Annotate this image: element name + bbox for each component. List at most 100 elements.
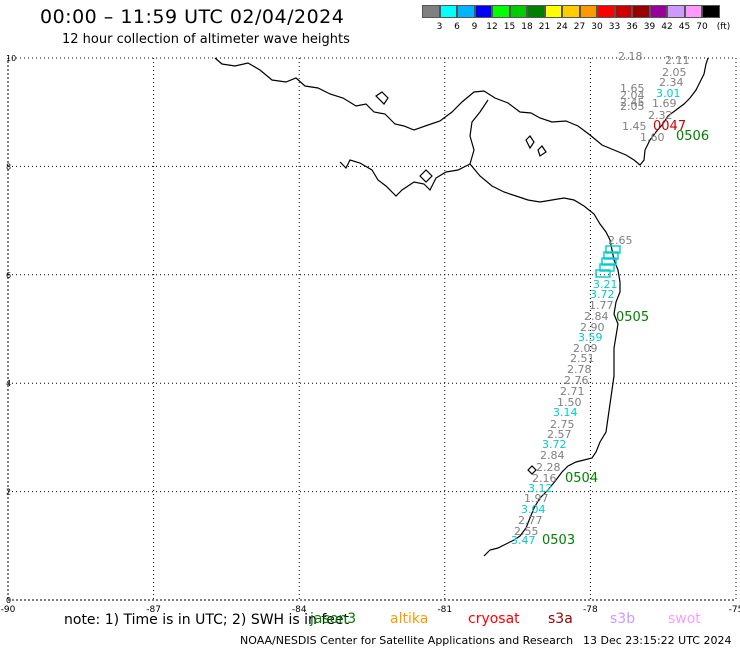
swh-value-label: 3.72 (590, 288, 615, 301)
lon-tick-label: -87 (146, 605, 161, 615)
footer-note: note: 1) Time is in UTC; 2) SWH is in fe… (64, 612, 350, 628)
colorbar-swatch (684, 5, 702, 18)
colorbar-swatch (544, 5, 562, 18)
colorbar-swatch (597, 5, 615, 18)
swh-value-label: 2.77 (518, 514, 543, 527)
swh-value-label: 1.97 (524, 492, 549, 505)
swh-value-label: 2.16 (532, 472, 557, 485)
pass-time-label: 0505 (616, 310, 649, 325)
swh-value-label: 3.21 (593, 278, 618, 291)
lon-tick-label: -90 (1, 605, 16, 615)
swh-value-label: 1.60 (640, 131, 665, 144)
graticule: -90 -87 -84 -81 -78 -75 10 8 6 4 2 0 (1, 54, 740, 615)
swh-value-label: 3.59 (578, 331, 603, 344)
swh-value-label: 2.65 (608, 234, 633, 247)
swh-value-label: 2.51 (570, 352, 595, 365)
lat-tick-label: 10 (6, 54, 16, 63)
colorbar-label: 30 (591, 22, 603, 32)
colorbar-label: 42 (661, 22, 673, 32)
swh-value-label: 2.28 (536, 461, 561, 474)
colorbar-label: 6 (454, 22, 460, 32)
swh-value-label: 3.47 (511, 534, 536, 547)
swh-cluster-mark (605, 245, 621, 254)
satellite-swot: swot (668, 611, 701, 627)
swh-value-label: 1.65 (620, 82, 645, 95)
swh-value-label: 2.05 (662, 66, 687, 79)
colorbar-swatch (667, 5, 685, 18)
swh-value-label: 1.50 (557, 396, 582, 409)
colorbar-label: 3 (436, 22, 443, 32)
colorbar-swatch (422, 5, 440, 18)
colorbar-label: 33 (608, 22, 621, 32)
lat-tick-label: 2 (6, 488, 11, 497)
lon-tick-label: -81 (437, 605, 452, 615)
colorbar-swatch (562, 5, 580, 18)
swh-value-label: 2.90 (580, 321, 605, 334)
lon-tick-label: -78 (583, 605, 598, 615)
swh-value-label: 3.01 (656, 87, 681, 100)
island-gorgona (527, 465, 537, 475)
swh-value-label: 2.71 (560, 385, 585, 398)
swh-value-label: 3.14 (553, 406, 578, 419)
swh-value-label: 3.04 (521, 503, 546, 516)
swh-cluster-mark (599, 263, 615, 272)
swh-value-label: 2.05 (620, 100, 645, 113)
swh-value-label: 2.75 (550, 418, 575, 431)
pass-time-label: 0504 (565, 471, 598, 486)
colorbar-swatch (649, 5, 667, 18)
swh-value-label: 2.76 (564, 374, 589, 387)
colorbar-swatch (632, 5, 650, 18)
coastline (214, 57, 709, 557)
pass-time-label: 0503 (542, 533, 575, 548)
swh-value-label: 2.84 (540, 449, 565, 462)
lat-tick-label: 4 (6, 379, 11, 388)
colorbar-label: 12 (486, 22, 498, 32)
satellite-s3b: s3b (610, 611, 636, 627)
swh-cluster-mark (595, 269, 611, 278)
swh-value-label: 3.12 (528, 482, 553, 495)
map-subtitle: 12 hour collection of altimeter wave hei… (62, 32, 350, 47)
colorbar-swatch (457, 5, 475, 18)
coastline-north (214, 57, 709, 166)
lat-tick-label: 0 (6, 596, 11, 605)
colorbar-label: 39 (643, 22, 656, 32)
swh-value-label: 3.72 (542, 438, 567, 451)
colorbar-swatch (579, 5, 597, 18)
swh-value-label: 2.09 (573, 342, 598, 355)
coastline-gulf-of-panama (339, 99, 489, 197)
colorbar-label: 24 (556, 22, 568, 32)
colorbar-label: 9 (471, 22, 478, 32)
coastline-colombia (469, 163, 621, 557)
colorbar-swatch (509, 5, 527, 18)
colorbar-unit: (ft) (716, 22, 731, 32)
swh-value-label: 2.11 (665, 54, 690, 67)
swh-value-label: 2.84 (584, 310, 609, 323)
colorbar-label: 36 (626, 22, 638, 32)
colorbar-label: 70 (696, 22, 708, 32)
colorbar-label: 27 (573, 22, 586, 32)
colorbar-label: 45 (678, 22, 691, 32)
swh-value-label: 2.57 (547, 428, 572, 441)
credit-line: NOAA/NESDIS Center for Satellite Applica… (240, 634, 574, 647)
satellite-cryosat: cryosat (468, 611, 520, 627)
colorbar-swatch (474, 5, 492, 18)
swh-cluster-mark (601, 257, 617, 266)
pass-time-label: 0506 (676, 129, 709, 144)
swh-value-label: 2.45 (620, 96, 645, 109)
colorbar-swatch (702, 5, 720, 18)
islands-pearl (525, 135, 547, 157)
swh-value-label: 2.55 (514, 525, 539, 538)
lon-tick-label: -84 (292, 605, 307, 615)
generated-time: 13 Dec 23:15:22 UTC 2024 (583, 634, 732, 647)
swh-value-label: 1.77 (589, 299, 614, 312)
satellite-s3a: s3a (548, 611, 573, 627)
satellite-jason3: jason3 (310, 611, 357, 627)
swh-observations: 2.18 2.112.052.341.652.042.453.012.05 1.69… (511, 50, 690, 547)
pass-time-label: 0047 (653, 119, 686, 134)
swh-value-label: 1.45 (622, 120, 647, 133)
swh-value-label: 2.34 (659, 76, 684, 89)
swh-value-label: 2.04 (620, 89, 645, 102)
lon-tick-label: -75 (729, 605, 740, 615)
lat-tick-label: 6 (6, 271, 11, 280)
